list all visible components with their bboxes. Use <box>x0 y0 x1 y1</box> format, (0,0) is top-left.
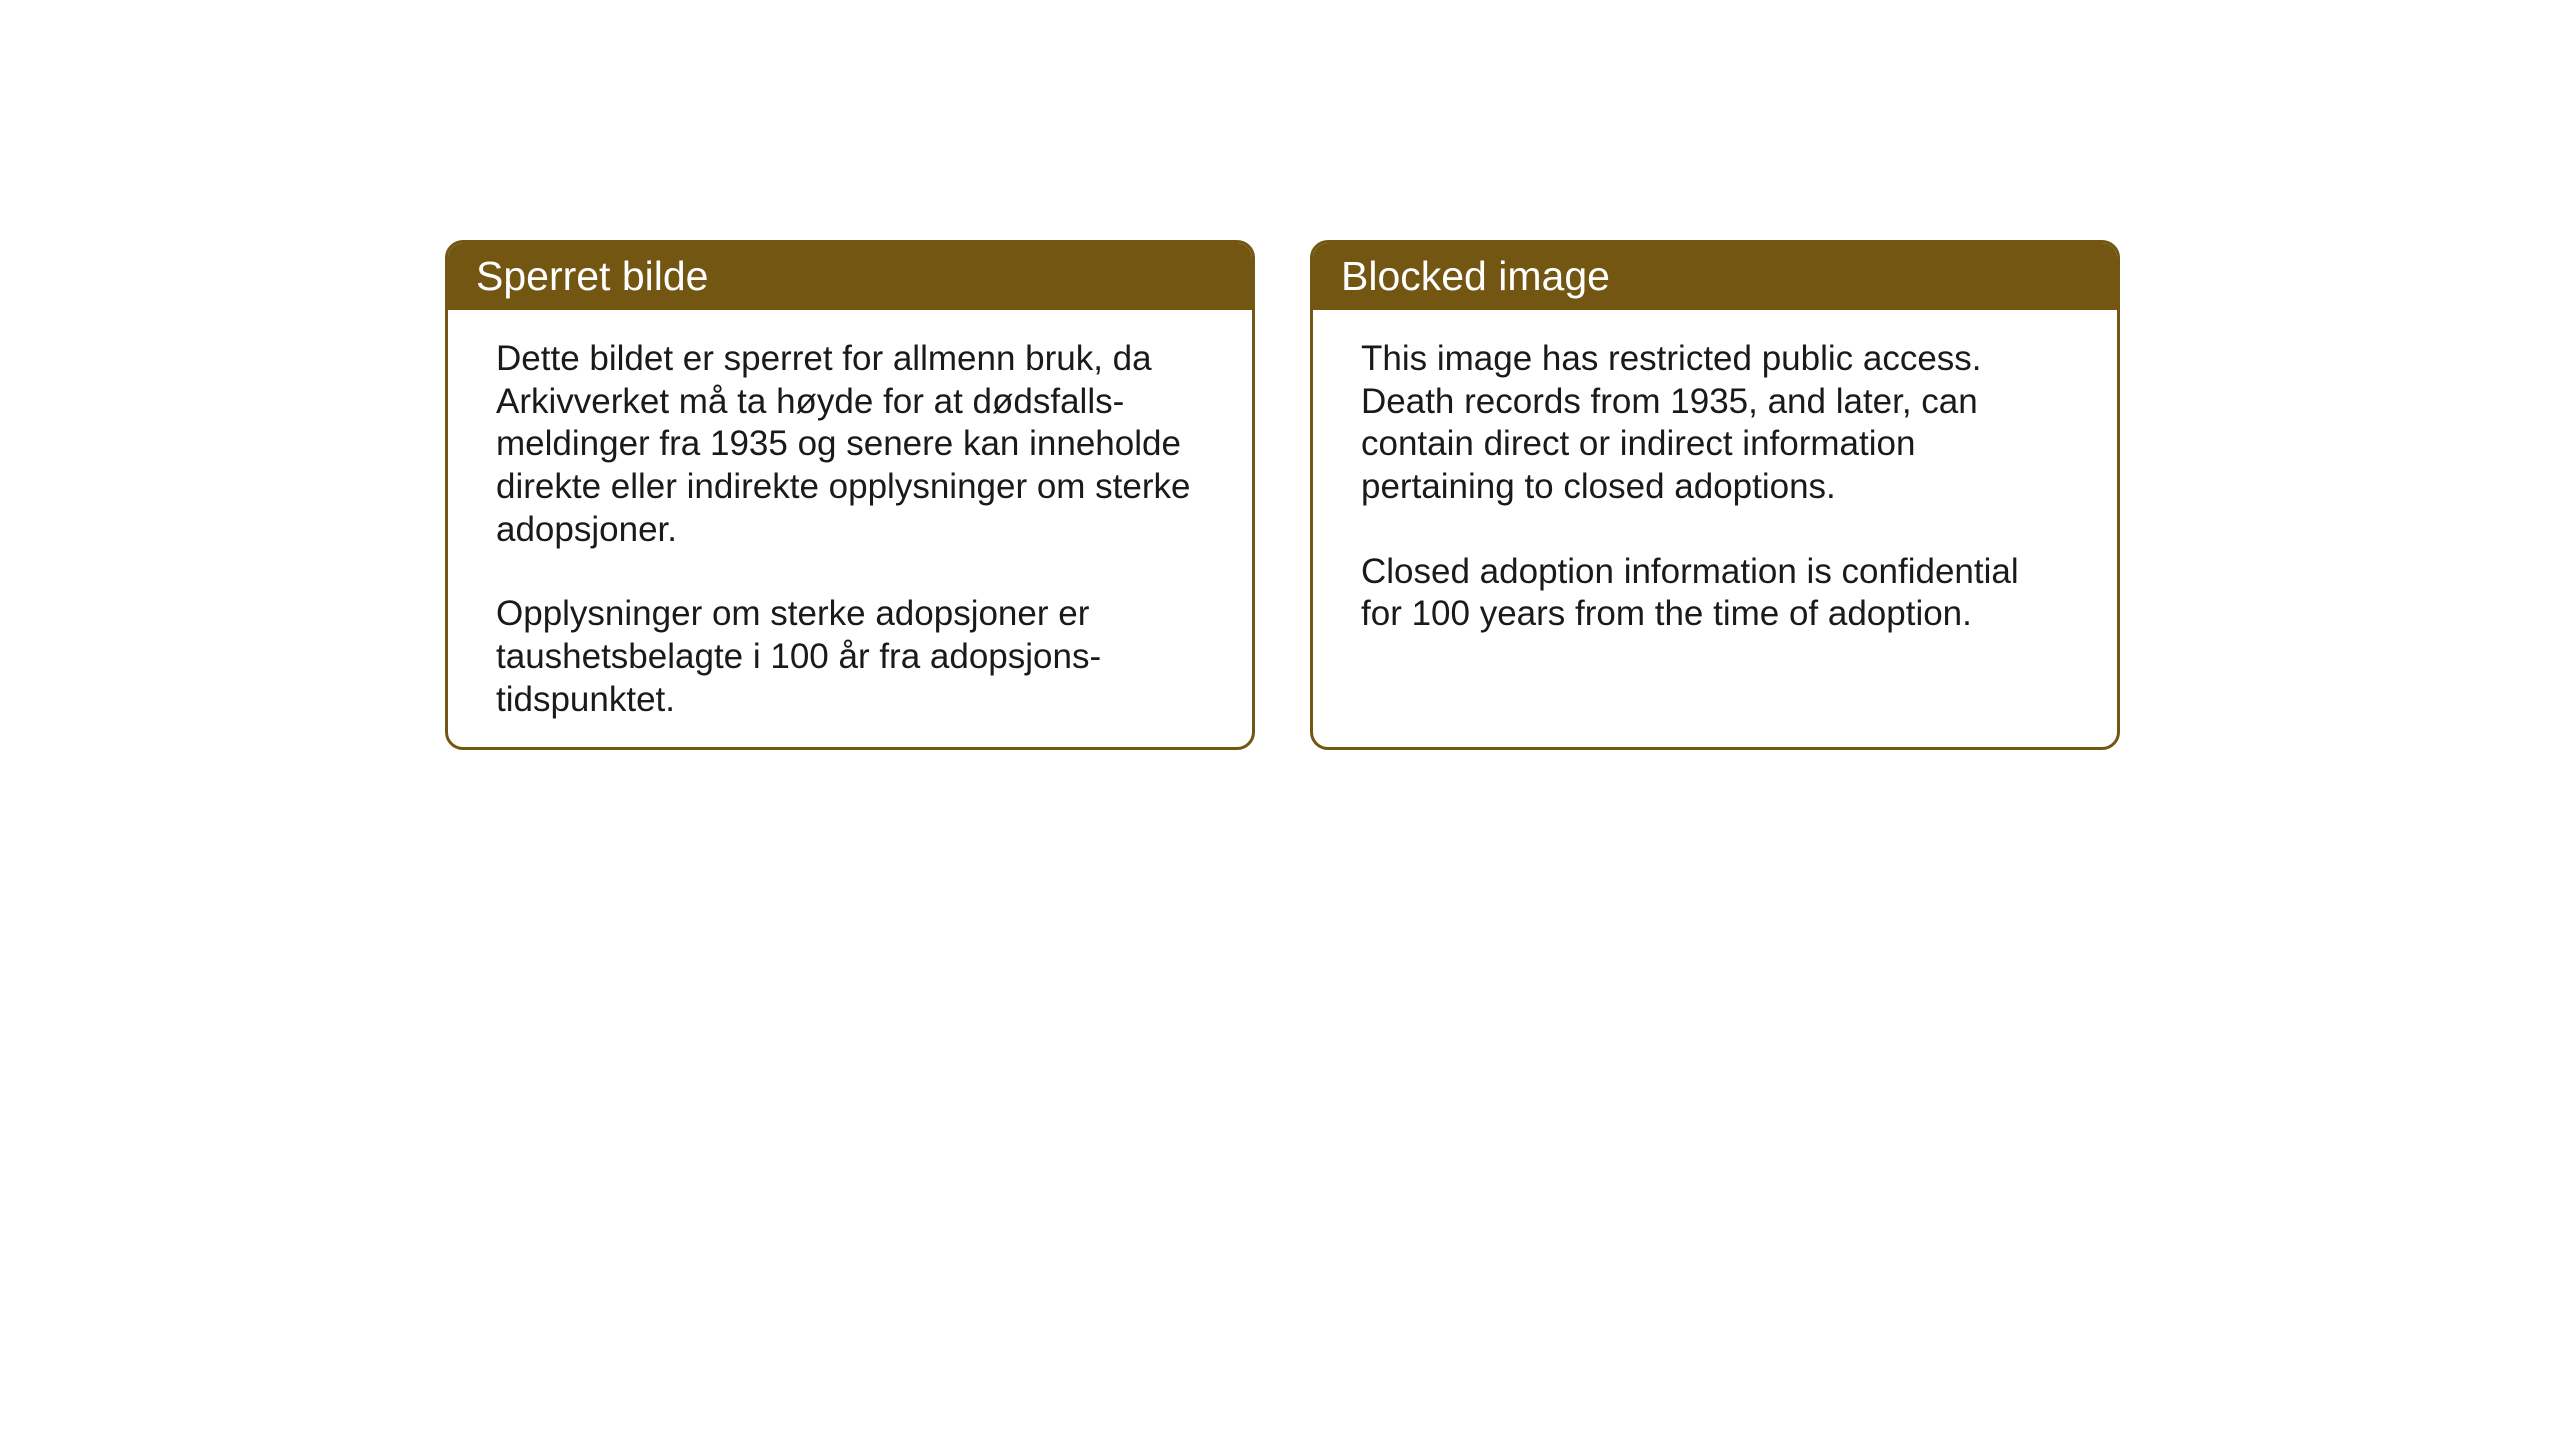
notice-card-norwegian: Sperret bilde Dette bildet er sperret fo… <box>445 240 1255 750</box>
card-paragraph-2-norwegian: Opplysninger om sterke adopsjoner er tau… <box>496 593 1204 721</box>
card-paragraph-2-english: Closed adoption information is confident… <box>1361 551 2069 636</box>
card-header-english: Blocked image <box>1313 243 2117 310</box>
card-title-english: Blocked image <box>1341 253 1610 299</box>
card-paragraph-1-english: This image has restricted public access.… <box>1361 338 2069 509</box>
notice-card-english: Blocked image This image has restricted … <box>1310 240 2120 750</box>
card-header-norwegian: Sperret bilde <box>448 243 1252 310</box>
card-body-norwegian: Dette bildet er sperret for allmenn bruk… <box>448 310 1252 750</box>
card-body-english: This image has restricted public access.… <box>1313 310 2117 664</box>
notice-container: Sperret bilde Dette bildet er sperret fo… <box>445 240 2120 750</box>
card-paragraph-1-norwegian: Dette bildet er sperret for allmenn bruk… <box>496 338 1204 551</box>
card-title-norwegian: Sperret bilde <box>476 253 708 299</box>
